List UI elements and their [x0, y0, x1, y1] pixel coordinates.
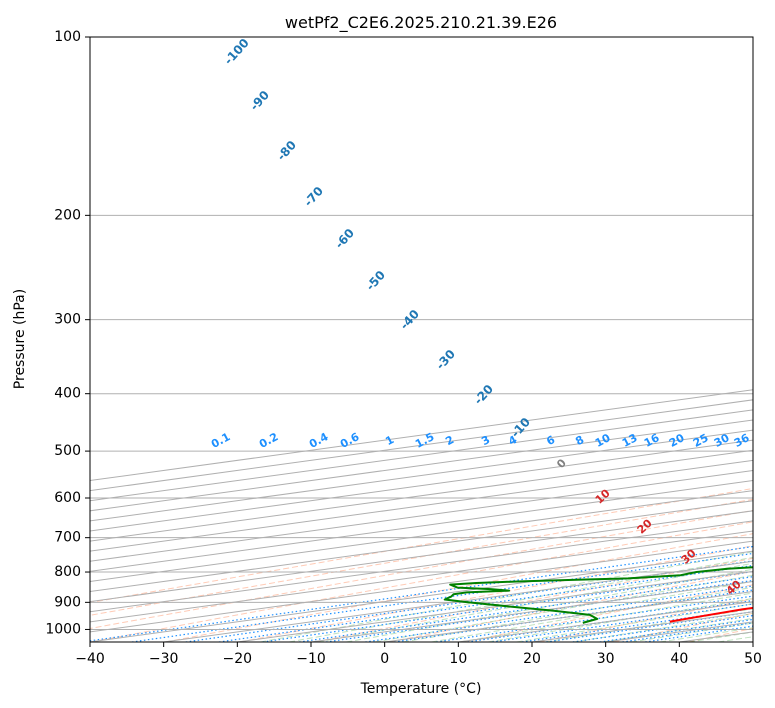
- x-tick-label: −40: [75, 651, 105, 667]
- moist-adiabat: [260, 551, 753, 642]
- mixing-ratio-label: 30: [712, 431, 732, 450]
- y-tick-label: 200: [54, 207, 81, 223]
- y-tick-label: 100: [54, 29, 81, 45]
- dry-adiabat: [165, 533, 753, 642]
- y-tick-label: 700: [54, 530, 81, 546]
- x-axis-label: Temperature (°C): [360, 681, 482, 697]
- plot-frame: [89, 36, 754, 643]
- isotherm: [90, 530, 753, 623]
- y-axis-label: Pressure (hPa): [12, 289, 28, 389]
- isotherm-lines: [90, 389, 753, 642]
- mixing-ratio-label: 36: [732, 431, 752, 450]
- chart-title: wetPf2_C2E6.2025.210.21.39.E26: [285, 13, 557, 33]
- moist-adiabat: [488, 597, 753, 642]
- mixing-ratio-label: 10: [593, 431, 613, 450]
- dewpoint-profile: [443, 566, 753, 624]
- x-tick-label: 20: [523, 651, 541, 667]
- sounding-profiles: [443, 566, 753, 624]
- x-tick-label: −10: [296, 651, 326, 667]
- mixing-ratio-line: [365, 585, 753, 642]
- mixing-ratio-label: 25: [691, 431, 711, 450]
- x-tick-label: 0: [380, 651, 389, 667]
- y-tick-label: 500: [54, 443, 81, 459]
- y-tick-label: 800: [54, 564, 81, 580]
- y-axis-ticks: 100 200 300 400 500 600 700 800 900 1000: [45, 29, 90, 637]
- isotherm: [90, 469, 753, 562]
- moist-adiabat: [459, 592, 753, 642]
- dry-adiabat: [538, 598, 753, 642]
- mixing-ratio-line: [299, 576, 753, 642]
- mixing-ratio-label: 13: [620, 431, 640, 450]
- dry-adiabat: [239, 545, 753, 642]
- mixing-ratio-label: 16: [642, 431, 662, 450]
- y-tick-label: 400: [54, 386, 81, 402]
- x-tick-label: −30: [149, 651, 179, 667]
- x-tick-label: −20: [223, 651, 253, 667]
- mixing-ratio-line: [262, 570, 753, 642]
- mixing-ratio-line: [326, 579, 753, 642]
- isotherm: [90, 459, 753, 552]
- y-tick-label: 600: [54, 490, 81, 506]
- dry-adiabat: [389, 570, 753, 642]
- isotherm: [90, 520, 753, 613]
- isotherm: [90, 500, 753, 593]
- y-tick-label: 300: [54, 312, 81, 328]
- isotherm: [90, 510, 753, 603]
- isotherm: [90, 540, 753, 633]
- x-tick-label: 30: [597, 651, 615, 667]
- x-tick-label: 10: [449, 651, 467, 667]
- x-axis-ticks: −40 −30 −20 −10 0 10 20 30 40 50: [75, 642, 762, 667]
- mixing-ratio-label: 20: [667, 431, 687, 450]
- x-tick-label: 40: [670, 651, 688, 667]
- x-tick-label: 50: [744, 651, 762, 667]
- isotherm: [90, 490, 753, 582]
- pressure-gridlines: [90, 37, 753, 630]
- y-tick-label: 900: [54, 594, 81, 610]
- isotherm: [90, 480, 753, 572]
- y-tick-label: 1000: [45, 621, 81, 637]
